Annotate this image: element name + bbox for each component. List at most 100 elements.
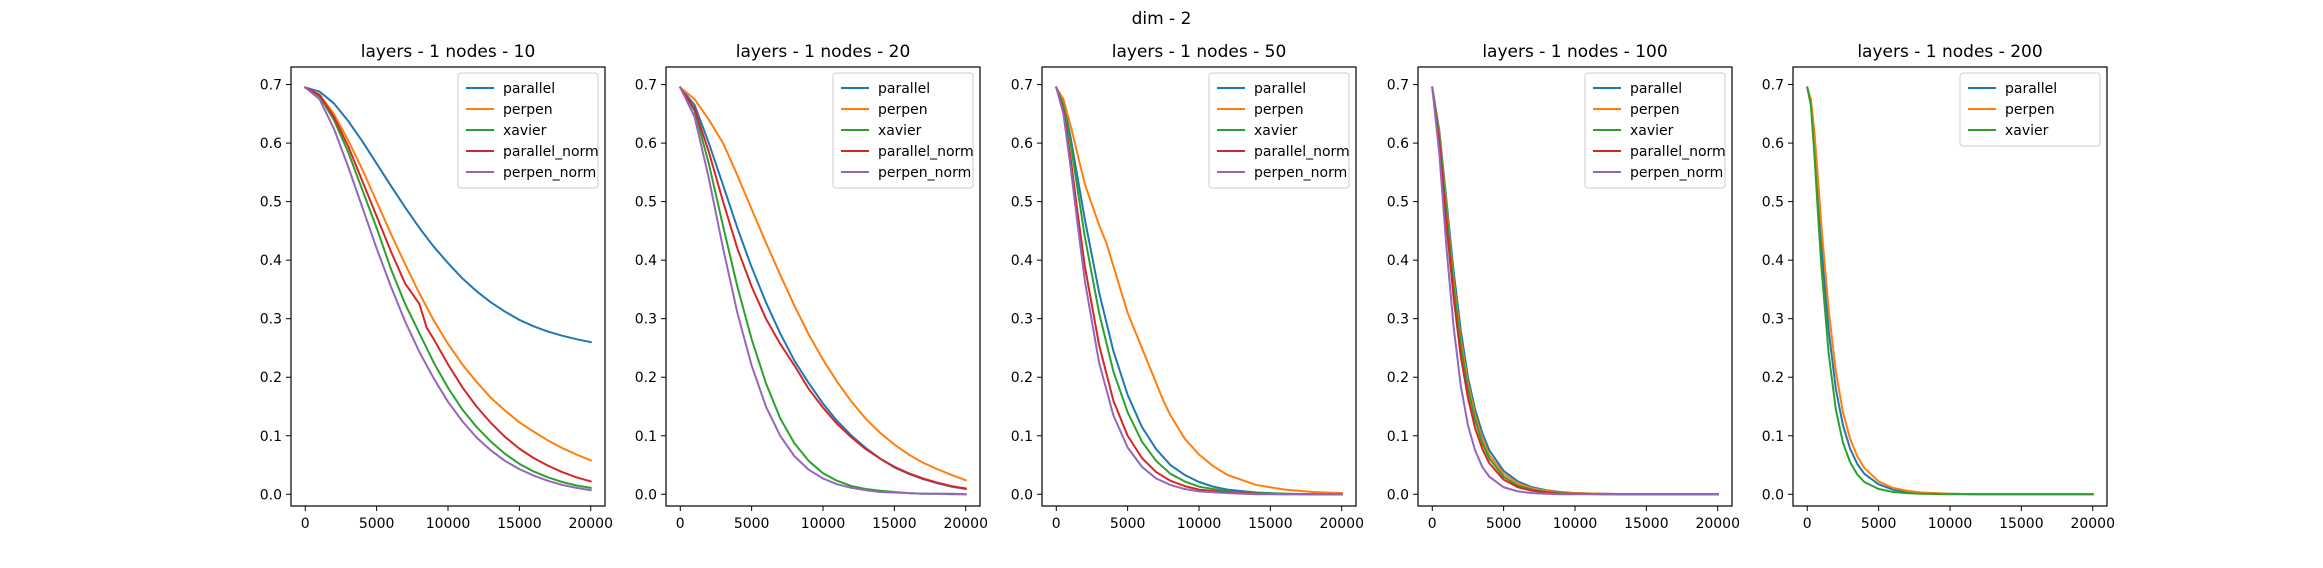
chart-5-series-perpen-line <box>1806 86 2094 496</box>
chart-5-x-tick-label: 15000 <box>1999 516 2044 532</box>
chart-4-series-perpen-norm-line <box>1431 86 1719 496</box>
chart-4-legend-perpen-norm-label: perpen_norm <box>1630 165 1723 181</box>
chart-5-y-tick-label: 0.2 <box>1762 370 1784 386</box>
chart-4-x-tick-label: 5000 <box>1486 516 1522 532</box>
chart-2-x-tick-label: 10000 <box>801 516 846 532</box>
chart-4-x-tick-label: 15000 <box>1624 516 1669 532</box>
chart-5-y-tick-label: 0.6 <box>1762 136 1784 152</box>
chart-2-y-tick-label: 0.1 <box>635 429 657 445</box>
chart-2-y-tick-label: 0.4 <box>635 253 657 269</box>
chart-1-x-tick-label: 20000 <box>568 516 613 532</box>
chart-3-y-tick-label: 0.2 <box>1011 370 1033 386</box>
chart-5-y-tick-label: 0.1 <box>1762 429 1784 445</box>
chart-1-series-perpen-line <box>303 86 593 462</box>
chart-5-y-tick-label: 0.3 <box>1762 312 1784 328</box>
chart-2-x-tick-label: 5000 <box>734 516 770 532</box>
chart-2-legend-box <box>832 72 974 189</box>
chart-3-x-tick-label: 15000 <box>1248 516 1293 532</box>
chart-1-y-tick-label: 0.6 <box>260 136 282 152</box>
chart-5-legend-box <box>1959 72 2101 147</box>
chart-2-x-tick-label: 15000 <box>872 516 917 532</box>
chart-1-legend-box <box>457 72 599 189</box>
chart-4-y-tick-label: 0.6 <box>1387 136 1409 152</box>
chart-5-y-tick-label: 0.0 <box>1762 487 1784 503</box>
chart-1-y-tick-label: 0.3 <box>260 312 282 328</box>
chart-4-y-tick-label: 0.2 <box>1387 370 1409 386</box>
chart-4-series-group <box>1431 86 1719 496</box>
chart-2-legend-parallel-norm-label: parallel_norm <box>878 144 974 160</box>
chart-3-y-tick-label: 0.4 <box>1011 253 1033 269</box>
chart-4-y-tick-label: 0.3 <box>1387 312 1409 328</box>
chart-5-title: layers - 1 nodes - 200 <box>1857 42 2042 62</box>
chart-3-legend-parallel-label: parallel <box>1254 81 1306 97</box>
chart-1-legend-parallel-norm-label: parallel_norm <box>503 144 599 160</box>
chart-5-y-tick-label: 0.4 <box>1762 253 1784 269</box>
chart-2-y-tick-label: 0.5 <box>635 195 657 211</box>
chart-4-y-tick-label: 0.0 <box>1387 487 1409 503</box>
chart-1-y-tick-label: 0.0 <box>260 487 282 503</box>
chart-1-y-tick-label: 0.1 <box>260 429 282 445</box>
chart-4-legend-parallel-label: parallel <box>1630 81 1682 97</box>
chart-1-x-tick-label: 10000 <box>426 516 471 532</box>
chart-2-x-tick-label: 0 <box>676 516 685 532</box>
chart-2: layers - 1 nodes - 20 0 5000 10000 15000 2000… <box>635 42 988 532</box>
chart-1-series-parallel-norm-line <box>303 86 592 483</box>
chart-3-x-tick-label: 5000 <box>1110 516 1146 532</box>
chart-2-y-tick-label: 0.6 <box>635 136 657 152</box>
chart-5-x-tick-label: 10000 <box>1928 516 1973 532</box>
chart-3-x-tick-label: 10000 <box>1177 516 1222 532</box>
chart-3-legend-xavier-label: xavier <box>1254 123 1298 139</box>
chart-3-legend: parallel perpen xavier parallel_norm perpen_… <box>1208 72 1350 189</box>
chart-5-x-tick-label: 0 <box>1803 516 1812 532</box>
chart-5-legend-perpen-label: perpen <box>2005 102 2055 118</box>
chart-1-series-group <box>303 86 593 492</box>
chart-2-legend-xavier-label: xavier <box>878 123 922 139</box>
chart-2-series-perpen-norm-line <box>678 86 967 496</box>
chart-1-series-parallel-line <box>304 86 592 344</box>
chart-4-x-tick-label: 0 <box>1428 516 1437 532</box>
chart-5-legend-xavier-label: xavier <box>2005 123 2049 139</box>
chart-4-legend-box <box>1584 72 1726 189</box>
chart-2-y-tick-label: 0.0 <box>635 487 657 503</box>
chart-1-legend-parallel-label: parallel <box>503 81 555 97</box>
chart-2-legend: parallel perpen xavier parallel_norm perpen_… <box>832 72 974 189</box>
chart-4-legend-xavier-label: xavier <box>1630 123 1674 139</box>
chart-5-series-group <box>1806 86 2094 496</box>
chart-5-y-tick-label: 0.5 <box>1762 195 1784 211</box>
chart-4-title: layers - 1 nodes - 100 <box>1482 42 1667 62</box>
chart-1-y-tick-label: 0.4 <box>260 253 282 269</box>
chart-1-title: layers - 1 nodes - 10 <box>361 42 536 62</box>
chart-3-x-tick-label: 20000 <box>1319 516 1364 532</box>
chart-1-series-xavier-line <box>303 86 592 489</box>
chart-3-series-perpen-line <box>1054 86 1343 495</box>
chart-5-x-tick-label: 20000 <box>2070 516 2115 532</box>
chart-3-y-tick-label: 0.1 <box>1011 429 1033 445</box>
chart-2-series-parallel-norm-line <box>678 86 967 490</box>
chart-3-title: layers - 1 nodes - 50 <box>1112 42 1287 62</box>
chart-3-y-tick-label: 0.5 <box>1011 195 1033 211</box>
chart-2-legend-perpen-norm-label: perpen_norm <box>878 165 971 181</box>
chart-2-y-tick-label: 0.7 <box>635 78 657 94</box>
chart-2-series-perpen-line <box>678 86 968 482</box>
chart-4-x-tick-label: 10000 <box>1553 516 1598 532</box>
chart-3-legend-perpen-label: perpen <box>1254 102 1304 118</box>
chart-2-legend-perpen-label: perpen <box>878 102 928 118</box>
chart-4-y-tick-label: 0.4 <box>1387 253 1409 269</box>
chart-3-y-tick-label: 0.6 <box>1011 136 1033 152</box>
chart-1-y-tick-label: 0.5 <box>260 195 282 211</box>
chart-1-y-tick-label: 0.2 <box>260 370 282 386</box>
chart-1-x-tick-label: 15000 <box>497 516 542 532</box>
chart-3-y-tick-label: 0.3 <box>1011 312 1033 328</box>
chart-4: layers - 1 nodes - 100 0 5000 10000 15000 200… <box>1387 42 1740 532</box>
chart-5-legend: parallel perpen xavier <box>1959 72 2101 147</box>
chart-4-legend: parallel perpen xavier parallel_norm perpen_… <box>1584 72 1726 189</box>
chart-5-x-tick-label: 5000 <box>1861 516 1897 532</box>
figure-title: dim - 2 <box>1132 9 1192 29</box>
chart-2-legend-parallel-label: parallel <box>878 81 930 97</box>
chart-1-legend: parallel perpen xavier parallel_norm perpen_… <box>457 72 599 189</box>
chart-1: layers - 1 nodes - 10 0 5000 10000 15000 2000… <box>260 42 613 532</box>
chart-1-legend-perpen-norm-label: perpen_norm <box>503 165 596 181</box>
chart-4-legend-perpen-label: perpen <box>1630 102 1680 118</box>
